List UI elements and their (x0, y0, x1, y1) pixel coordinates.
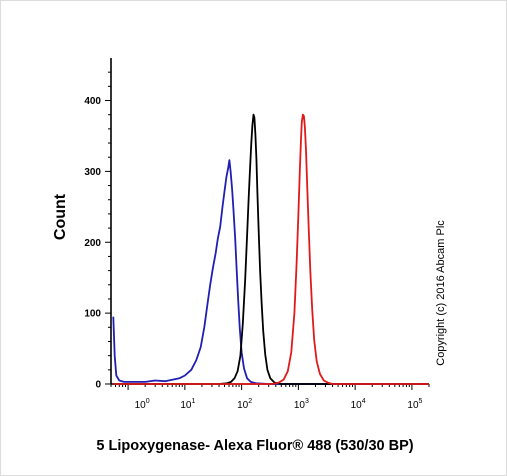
y-tick-label: 0 (95, 380, 101, 391)
y-tick-label: 200 (84, 238, 101, 249)
series-line-1 (112, 159, 429, 385)
axes (110, 58, 429, 385)
series-line-2 (113, 113, 429, 385)
x-ticks: 100 101 102 103 104 105 (110, 384, 430, 411)
x-tick-label: 105 (407, 398, 422, 411)
x-axis-label: 5 Lipoxygenase- Alexa Fluor® 488 (530/30… (96, 438, 413, 454)
x-tick-label: 100 (135, 398, 150, 411)
y-ticks: 0 100 200 300 400 (84, 71, 111, 391)
series-line-3 (113, 113, 429, 385)
y-tick-label: 100 (84, 309, 101, 320)
x-tick-label: 101 (180, 398, 195, 411)
x-tick-label: 102 (237, 398, 252, 411)
series-lines (112, 113, 429, 385)
x-tick-label: 103 (294, 398, 309, 411)
y-axis-label: Count (52, 193, 69, 240)
y-tick-label: 300 (84, 167, 101, 178)
copyright-annotation: Copyright (c) 2016 Abcam Plc (435, 220, 447, 366)
x-tick-label: 104 (351, 398, 366, 411)
y-tick-label: 400 (84, 96, 101, 107)
